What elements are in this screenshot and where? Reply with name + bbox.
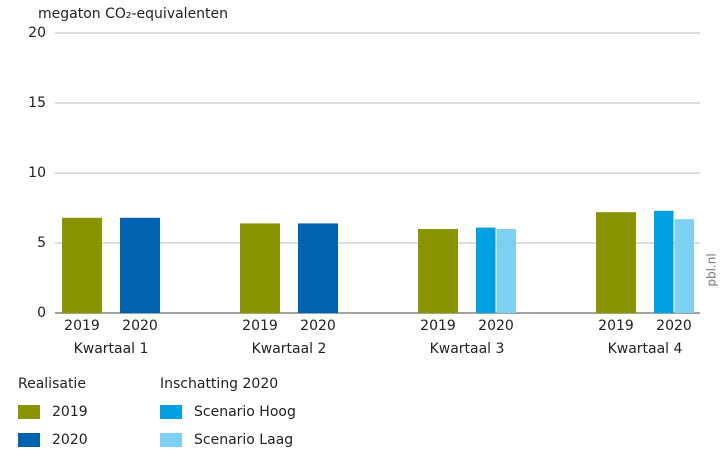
y-axis-label: megaton CO₂-equivalenten xyxy=(38,6,228,22)
y-tick-label: 20 xyxy=(28,25,46,41)
x-tick-label: Kwartaal 2 xyxy=(252,341,327,357)
legend-swatch xyxy=(160,405,182,419)
x-tick-label: Kwartaal 1 xyxy=(74,341,149,357)
x-tick-label: Kwartaal 4 xyxy=(608,341,683,357)
bar xyxy=(298,223,338,313)
bar xyxy=(418,229,458,313)
bar xyxy=(120,217,160,313)
legend-swatch xyxy=(160,433,182,447)
bar xyxy=(674,219,694,313)
x-sub-label: 2019 xyxy=(242,318,278,334)
legend-label: Scenario Hoog xyxy=(194,404,296,420)
x-sub-label: 2019 xyxy=(420,318,456,334)
bar xyxy=(62,217,102,313)
legend-title: Inschatting 2020 xyxy=(160,376,278,392)
source: pbl.nl xyxy=(705,253,719,286)
x-tick-label: Kwartaal 3 xyxy=(430,341,505,357)
bar xyxy=(496,229,516,313)
legend-swatch xyxy=(18,405,40,419)
legend-label: Scenario Laag xyxy=(194,432,293,448)
bar xyxy=(240,223,280,313)
x-sub-label: 2020 xyxy=(478,318,514,334)
legend-swatch xyxy=(18,433,40,447)
legend-label: 2020 xyxy=(52,432,88,448)
x-sub-label: 2020 xyxy=(122,318,158,334)
y-tick-label: 10 xyxy=(28,165,46,181)
bar xyxy=(596,212,636,313)
legend-label: 2019 xyxy=(52,404,88,420)
x-sub-label: 2020 xyxy=(300,318,336,334)
y-tick-label: 0 xyxy=(37,305,46,321)
bar xyxy=(654,210,674,313)
bar xyxy=(476,227,496,313)
x-sub-label: 2019 xyxy=(64,318,100,334)
y-tick-label: 5 xyxy=(37,235,46,251)
y-tick-label: 15 xyxy=(28,95,46,111)
legend-title: Realisatie xyxy=(18,376,86,392)
x-sub-label: 2019 xyxy=(598,318,634,334)
x-sub-label: 2020 xyxy=(656,318,692,334)
